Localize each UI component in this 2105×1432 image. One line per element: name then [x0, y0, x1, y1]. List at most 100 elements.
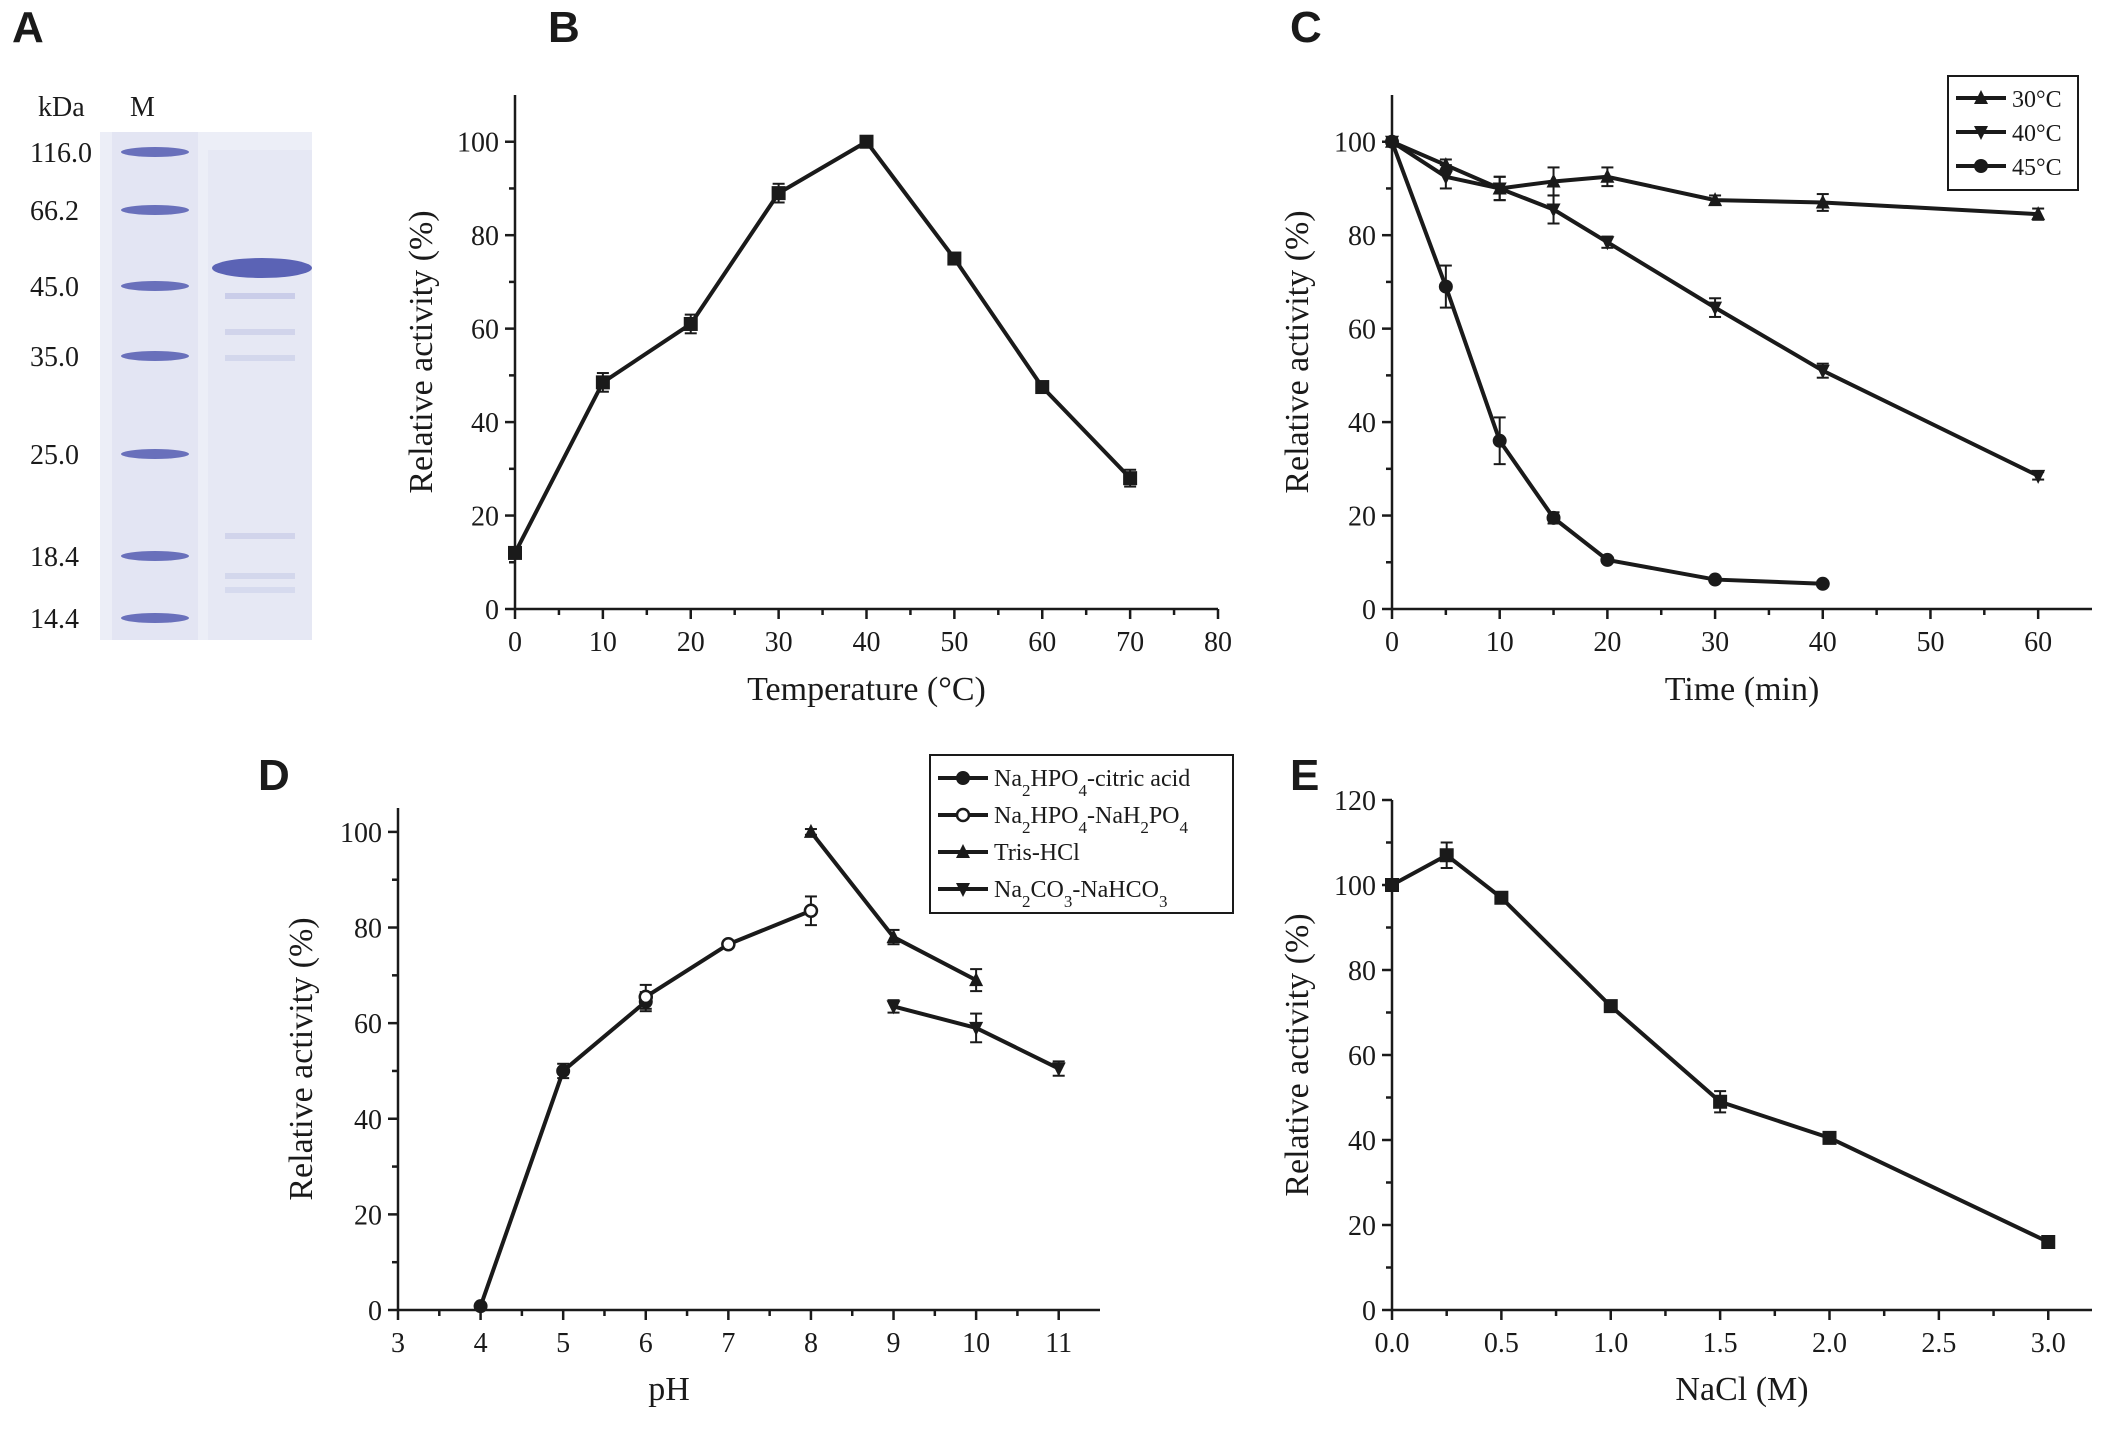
data-point — [1385, 878, 1399, 892]
data-point — [1603, 999, 1618, 1014]
data-point — [638, 989, 654, 1005]
x-axis-title: NaCl (M) — [1675, 1371, 1808, 1408]
y-tick-label: 100 — [457, 128, 499, 159]
y-tick-label: 40 — [354, 1105, 382, 1136]
y-tick-label: 0 — [1362, 1296, 1376, 1327]
y-axis-title: Relative activity (%) — [283, 917, 320, 1200]
series-30-c — [1385, 133, 2046, 221]
data-point — [1546, 173, 1561, 188]
data-point — [1438, 170, 1453, 185]
data-point — [1600, 552, 1615, 567]
x-tick-label: 10 — [1486, 627, 1514, 658]
gel-marker-label: 116.0 — [30, 138, 92, 169]
legend-label: Na2HPO4-NaH2PO4 — [994, 803, 1189, 837]
series-line — [644, 908, 812, 999]
marker-band — [121, 351, 189, 361]
faint-band — [225, 293, 295, 299]
data-point — [955, 807, 971, 823]
y-tick-label: 60 — [1348, 315, 1376, 346]
x-tick-label: 8 — [804, 1328, 818, 1359]
x-tick-label: 6 — [639, 1328, 653, 1359]
x-tick-label: 0.0 — [1375, 1328, 1410, 1359]
y-tick-label: 60 — [1348, 1041, 1376, 1072]
data-point — [473, 1299, 488, 1314]
x-tick-label: 30 — [1701, 627, 1729, 658]
data-point — [1822, 1130, 1837, 1145]
data-point — [771, 186, 786, 201]
x-tick-label: 20 — [677, 627, 705, 658]
y-tick-label: 60 — [354, 1009, 382, 1040]
x-tick-label: 70 — [1116, 627, 1144, 658]
data-point — [886, 929, 901, 944]
x-tick-label: 11 — [1045, 1328, 1072, 1359]
data-point — [859, 134, 874, 149]
gel-marker-label: 14.4 — [30, 604, 79, 635]
faint-band — [225, 573, 295, 579]
x-tick-label: 0.5 — [1484, 1328, 1519, 1359]
y-tick-label: 120 — [1334, 786, 1376, 817]
series-40-c — [1385, 135, 2046, 484]
x-tick-label: 50 — [1916, 627, 1944, 658]
y-tick-label: 100 — [340, 818, 382, 849]
x-tick-label: 2.5 — [1921, 1328, 1956, 1359]
legend: 30°C 40°C 45°C — [1947, 75, 2079, 191]
data-point — [803, 903, 819, 919]
gel-unit-label: kDa — [38, 92, 85, 123]
x-tick-label: 40 — [1809, 627, 1837, 658]
data-point — [1600, 168, 1615, 183]
series-activity — [508, 134, 1138, 560]
x-tick-label: 10 — [962, 1328, 990, 1359]
gel-bands — [121, 147, 312, 623]
data-point — [969, 972, 984, 987]
data-point — [1546, 203, 1561, 218]
x-axis-title: pH — [648, 1371, 690, 1408]
legend-label: Tris-HCl — [994, 840, 1080, 866]
sample-lane — [208, 150, 312, 640]
x-tick-label: 30 — [765, 627, 793, 658]
x-tick-label: 20 — [1593, 627, 1621, 658]
panel-label-b: B — [548, 3, 580, 52]
chart-e-nacl: 0.0 0.5 1.0 1.5 2.0 2.5 3.0 0 20 40 60 80 100 120 NaCl… — [1279, 786, 2092, 1408]
data-point — [2031, 469, 2046, 484]
series-line — [513, 139, 1132, 554]
series-tris-hcl — [803, 823, 984, 993]
legend-label: 40°C — [2012, 121, 2062, 147]
data-point — [1035, 380, 1050, 395]
legend-box — [929, 754, 1234, 914]
marker-band — [121, 147, 189, 157]
y-tick-label: 100 — [1334, 871, 1376, 902]
data-point — [1974, 90, 1988, 104]
panel-label-e: E — [1290, 751, 1319, 800]
legend-label: 30°C — [2012, 87, 2062, 113]
series-line — [1390, 141, 1823, 586]
data-point — [2041, 1235, 2056, 1249]
sds-page-gel: kDa M 116.0 66.2 45.0 35.0 25.0 18.4 14.4 — [30, 92, 312, 640]
data-point — [1974, 159, 1988, 173]
faint-band — [225, 355, 295, 361]
data-point — [1439, 848, 1454, 863]
data-point — [2031, 206, 2046, 221]
y-axis-title: Relative activity (%) — [1279, 913, 1316, 1196]
data-point — [1051, 1062, 1066, 1077]
data-point — [721, 937, 736, 952]
marker-band — [121, 281, 189, 291]
x-tick-label: 3 — [391, 1328, 405, 1359]
panel-label-d: D — [258, 751, 290, 800]
y-tick-label: 40 — [1348, 408, 1376, 439]
data-point — [1815, 194, 1830, 209]
y-tick-label: 80 — [471, 221, 499, 252]
series-na2co3-nahco3 — [886, 999, 1066, 1077]
series-line — [478, 1000, 648, 1307]
y-tick-label: 80 — [1348, 221, 1376, 252]
chart-d-ph: 3 4 5 6 7 8 9 10 11 0 20 40 60 80 100 pH Relative activi… — [283, 754, 1234, 1408]
protein-band — [212, 258, 312, 278]
y-tick-label: 80 — [354, 914, 382, 945]
gel-marker-label: 18.4 — [30, 542, 79, 573]
series-line — [1390, 140, 2040, 478]
data-point — [1708, 572, 1723, 587]
x-tick-label: 60 — [1028, 627, 1056, 658]
y-tick-label: 60 — [471, 315, 499, 346]
marker-band — [121, 551, 189, 561]
series-line — [1391, 853, 2050, 1244]
